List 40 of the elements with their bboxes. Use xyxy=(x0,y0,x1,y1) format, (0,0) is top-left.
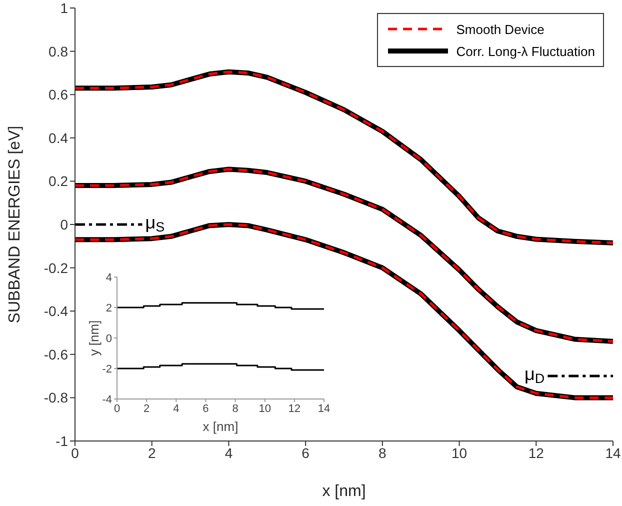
x-tick-label: 12 xyxy=(288,402,301,415)
y-tick-label: 2 xyxy=(106,302,112,314)
annotation: μ$_{S}$ xyxy=(145,212,165,234)
x-tick-label: 8 xyxy=(232,402,238,415)
y-tick-label: -2 xyxy=(102,363,112,376)
x-tick-label: 10 xyxy=(451,444,468,461)
x-tick-label: 14 xyxy=(318,402,330,415)
y-tick-label: -4 xyxy=(102,394,112,406)
x-tick-label: 2 xyxy=(144,402,150,415)
y-tick-label: -1 xyxy=(56,432,68,449)
x-tick-label: 2 xyxy=(148,444,156,461)
y-tick-label: -0.8 xyxy=(44,390,68,406)
legend-label: Corr. Long-λ Fluctuation xyxy=(456,44,595,58)
y-tick-label: 0.2 xyxy=(48,173,68,190)
y-tick-label: -0.2 xyxy=(44,260,68,276)
x-tick-label: 4 xyxy=(173,402,180,415)
y-axis-title: SUBBAND ENERGIES [eV] xyxy=(6,126,24,324)
y-tick-label: -0.4 xyxy=(44,303,68,320)
y-tick-label: 0.6 xyxy=(48,86,68,103)
y-tick-label: 0 xyxy=(106,332,112,345)
y-tick-label: 0.4 xyxy=(48,130,68,146)
y-tick-label: 1 xyxy=(60,0,68,16)
y-tick-label: 0.8 xyxy=(48,43,68,60)
x-tick-label: 6 xyxy=(202,402,209,415)
x-axis-title: x [nm] xyxy=(202,419,238,434)
x-tick-label: 0 xyxy=(114,402,120,415)
x-tick-label: 10 xyxy=(258,402,271,415)
x-tick-label: 6 xyxy=(302,444,310,461)
x-tick-label: 8 xyxy=(378,444,387,461)
y-axis-title: y [nm] xyxy=(86,320,102,356)
annotation: μ$_{D}$ xyxy=(524,364,545,386)
y-tick-label: 0 xyxy=(60,216,68,232)
x-tick-label: 0 xyxy=(71,444,80,461)
x-tick-label: 14 xyxy=(605,444,621,461)
legend-label: Smooth Device xyxy=(456,22,544,36)
x-tick-label: 4 xyxy=(224,444,233,461)
y-tick-label: -0.6 xyxy=(44,346,68,362)
x-tick-label: 12 xyxy=(528,444,544,461)
y-tick-label: 4 xyxy=(106,272,112,284)
x-axis-title: x [nm] xyxy=(322,483,366,500)
